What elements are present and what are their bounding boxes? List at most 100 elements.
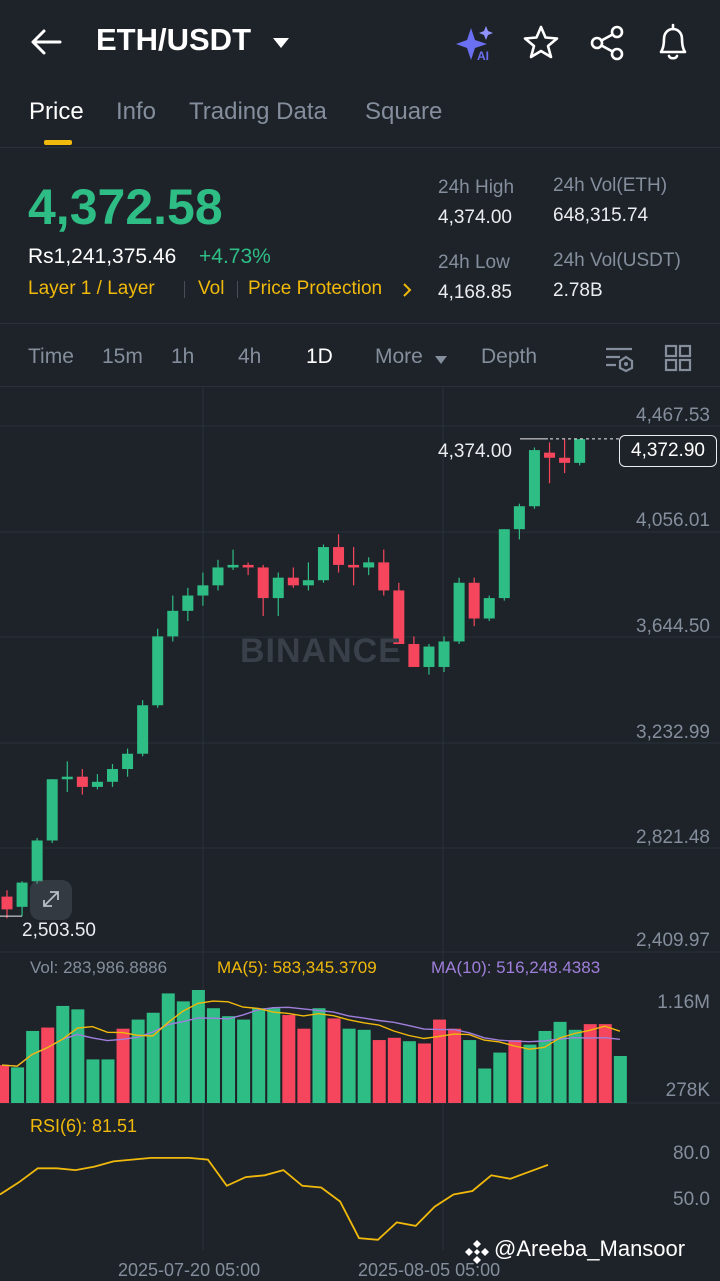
volume-bar	[71, 1009, 85, 1103]
tag-separator	[184, 281, 185, 298]
last-price: 4,372.58	[28, 179, 223, 235]
tab-square[interactable]: Square	[365, 98, 443, 125]
candle-body	[393, 590, 405, 645]
tag-price-protection[interactable]: Price Protection	[248, 278, 383, 299]
candle-body	[453, 582, 465, 642]
volume-ma5-line	[1, 1000, 621, 1067]
volume-bar	[372, 1040, 386, 1103]
section-divider	[0, 323, 720, 324]
tab-trading-data[interactable]: Trading Data	[189, 98, 327, 125]
volume-bar	[583, 1024, 597, 1103]
interval-15m[interactable]: 15m	[102, 345, 143, 368]
volume-bar	[86, 1059, 100, 1103]
stat-low-label: 24h Low	[438, 252, 510, 273]
volume-axis-top: 1.16M	[657, 992, 710, 1013]
candle-body	[363, 562, 375, 568]
volume-bar	[191, 990, 205, 1103]
volume-bar	[523, 1044, 537, 1103]
pair-dropdown-icon[interactable]	[272, 36, 290, 48]
svg-text:AI: AI	[477, 49, 489, 62]
candle-body	[559, 457, 571, 463]
volume-bar	[387, 1037, 401, 1103]
candle-body	[152, 636, 164, 706]
tab-info[interactable]: Info	[116, 98, 157, 125]
chevron-right-icon[interactable]	[401, 281, 413, 299]
volume-bar	[116, 1028, 130, 1103]
candle-body	[76, 776, 88, 787]
candle-body	[317, 547, 329, 581]
volume-bar	[237, 1019, 251, 1103]
pair-title[interactable]: ETH/USDT	[96, 22, 251, 57]
candle-body	[333, 547, 345, 565]
volume-bar	[508, 1040, 522, 1103]
volume-bar	[448, 1028, 462, 1103]
expand-chart-icon[interactable]	[30, 880, 72, 920]
rsi-axis-label: 50.0	[673, 1189, 710, 1210]
high-marker-label: 4,374.00	[438, 441, 512, 462]
share-icon[interactable]	[588, 24, 626, 62]
candle-body	[438, 641, 450, 667]
candle-body	[137, 705, 149, 754]
star-favorite-icon[interactable]	[522, 24, 560, 62]
candle-body	[408, 644, 420, 667]
price-axis-label: 2,409.97	[636, 930, 710, 951]
current-price-tag: 4,372.90	[619, 435, 717, 467]
volume-bar	[0, 1065, 9, 1103]
interval-1d[interactable]: 1D	[306, 345, 333, 368]
candle-body	[167, 610, 179, 637]
volume-bar	[357, 1029, 371, 1103]
tag-vol[interactable]: Vol	[198, 278, 225, 299]
stat-vol-eth-label: 24h Vol(ETH)	[553, 175, 668, 196]
tag-layer[interactable]: Layer 1 / Layer	[28, 278, 155, 299]
tabs-divider	[0, 147, 720, 148]
candle-body	[46, 779, 58, 841]
more-dropdown-icon[interactable]	[434, 352, 448, 364]
volume-axis-bottom: 278K	[665, 1080, 710, 1101]
volume-bar	[568, 1029, 582, 1103]
candle-body	[31, 840, 43, 882]
stat-high-label: 24h High	[438, 177, 515, 198]
interval-more[interactable]: More	[375, 345, 423, 368]
candle-body	[483, 598, 495, 619]
date-axis-label: 2025-07-20 05:00	[118, 1260, 261, 1280]
volume-bar	[402, 1041, 416, 1103]
volume-bar	[463, 1040, 477, 1103]
candle-body	[91, 781, 103, 787]
ai-sparkle-icon[interactable]: AI	[456, 24, 496, 63]
volume-bar	[56, 1005, 70, 1103]
volume-bar	[267, 1008, 281, 1103]
volume-bar	[41, 1027, 55, 1103]
back-arrow-icon[interactable]	[28, 26, 66, 58]
price-axis-label: 4,467.53	[636, 405, 710, 426]
candle-body	[16, 882, 28, 907]
volume-bar	[282, 1015, 296, 1103]
indicator-settings-icon[interactable]	[604, 343, 634, 373]
candle-body	[302, 580, 314, 586]
interval-1h[interactable]: 1h	[171, 345, 195, 368]
candle-body	[227, 564, 239, 568]
tag-separator	[237, 281, 238, 298]
binance-watermark: BINANCE	[240, 632, 402, 670]
interval-time[interactable]: Time	[28, 345, 74, 368]
stat-vol-usdt-value: 2.78B	[553, 280, 603, 301]
candle-body	[544, 452, 556, 458]
tab-price[interactable]: Price	[29, 98, 84, 125]
volume-bar	[327, 1018, 341, 1103]
volume-bar	[146, 1012, 160, 1103]
volume-bar	[297, 1028, 311, 1103]
candle-body	[197, 585, 209, 596]
volume-bar	[206, 1008, 220, 1103]
bell-alert-icon[interactable]	[654, 22, 692, 62]
candle-body	[1, 896, 13, 910]
candle-body	[242, 564, 254, 568]
volume-bar	[222, 1016, 236, 1103]
candle-body	[212, 567, 224, 586]
candle-body	[348, 564, 360, 568]
layout-grid-icon[interactable]	[664, 344, 692, 372]
candle-body	[513, 506, 525, 530]
interval-depth[interactable]: Depth	[481, 345, 538, 368]
interval-4h[interactable]: 4h	[238, 345, 262, 368]
volume-bar	[613, 1055, 627, 1103]
candle-body	[61, 776, 73, 780]
